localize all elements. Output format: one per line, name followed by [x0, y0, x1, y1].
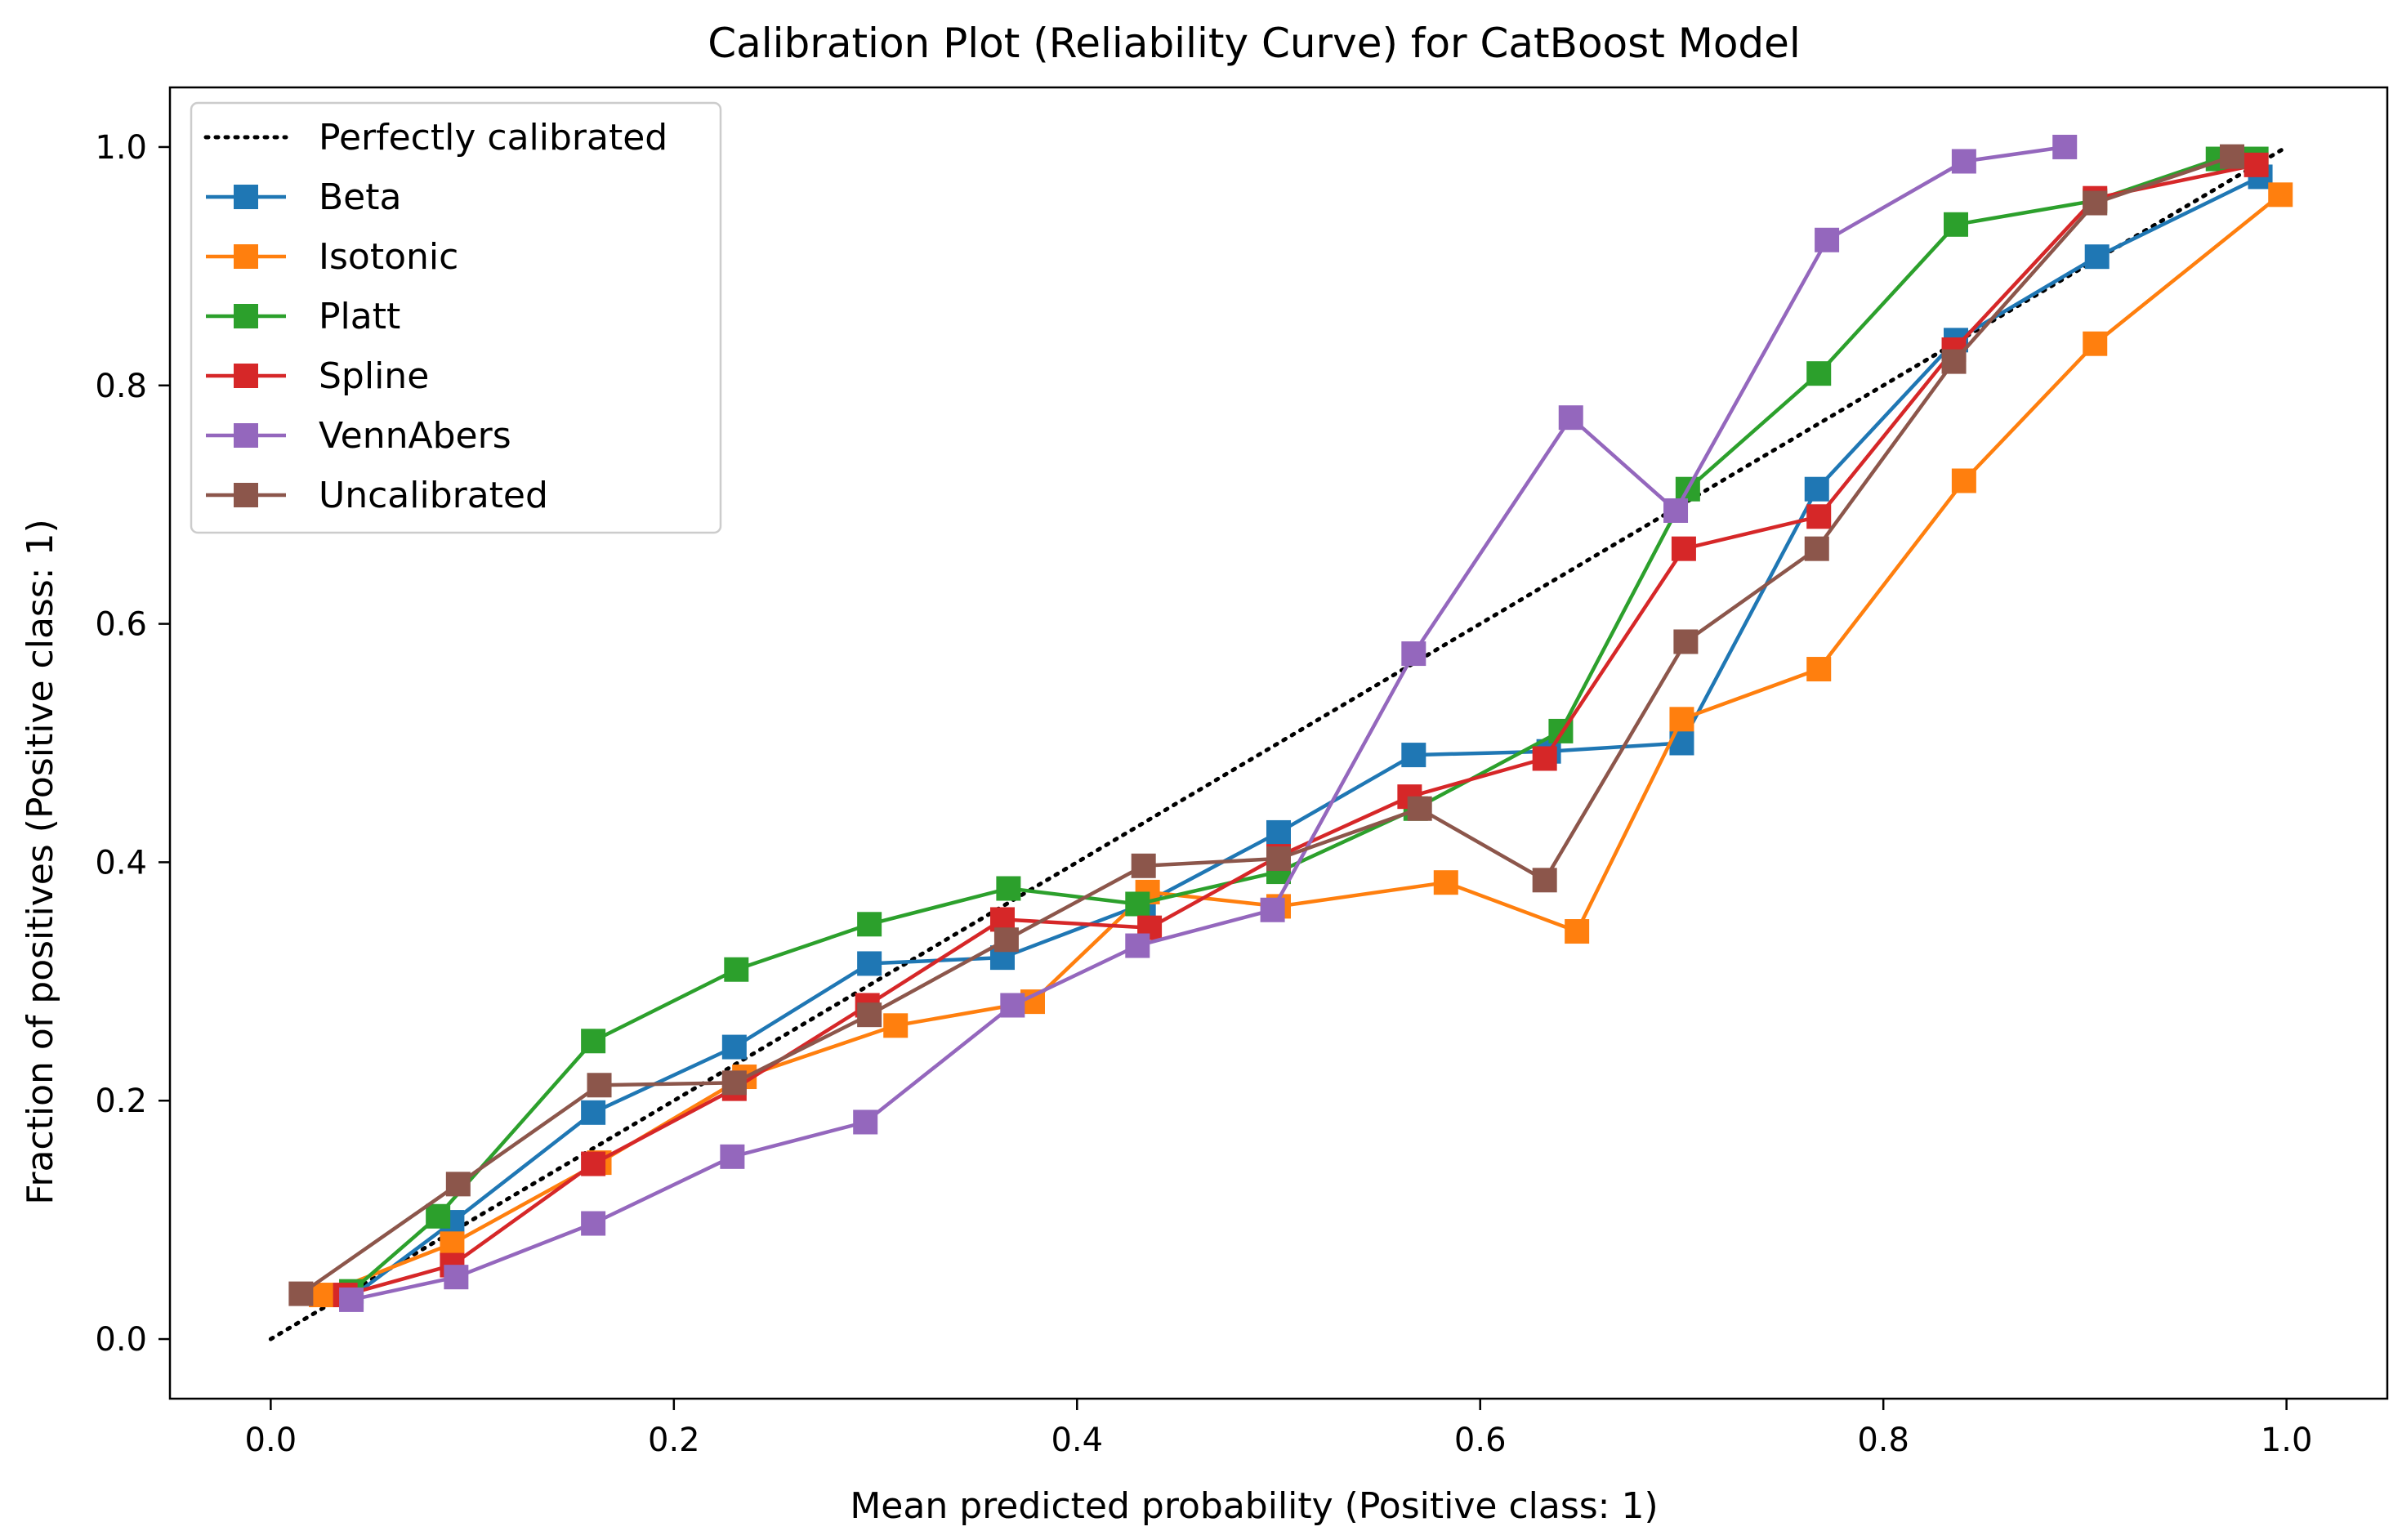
data-point-vennabers: [1663, 498, 1689, 523]
data-point-spline: [1532, 746, 1557, 771]
data-point-isotonic: [2083, 331, 2108, 356]
data-point-isotonic: [1433, 870, 1458, 895]
data-point-uncalibrated: [288, 1281, 314, 1306]
y-tick-label: 0.4: [95, 844, 147, 882]
data-point-uncalibrated: [1532, 868, 1557, 893]
data-point-beta: [857, 951, 882, 976]
data-point-platt: [581, 1029, 606, 1054]
data-point-vennabers: [853, 1109, 878, 1135]
chart-title: Calibration Plot (Reliability Curve) for…: [708, 20, 1801, 67]
data-point-isotonic: [2268, 182, 2293, 208]
data-point-beta: [1401, 743, 1426, 768]
data-point-uncalibrated: [587, 1073, 612, 1098]
data-point-vennabers: [2052, 134, 2078, 159]
series-line-platt: [350, 157, 2257, 1293]
data-point-uncalibrated: [1804, 536, 1829, 561]
data-point-uncalibrated: [1941, 349, 1967, 374]
data-point-platt: [426, 1203, 451, 1229]
data-point-vennabers: [444, 1265, 469, 1290]
data-point-uncalibrated: [721, 1070, 747, 1096]
data-point-uncalibrated: [1266, 846, 1291, 872]
legend-label-perfectly-calibrated: Perfectly calibrated: [319, 117, 667, 158]
x-tick-label: 0.2: [648, 1422, 700, 1459]
x-tick-label: 1.0: [2261, 1422, 2313, 1459]
data-point-platt: [724, 957, 749, 982]
data-point-vennabers: [339, 1287, 364, 1312]
data-point-platt: [857, 912, 882, 937]
data-point-uncalibrated: [857, 1002, 882, 1028]
data-point-vennabers: [1000, 993, 1025, 1018]
y-tick-label: 0.6: [95, 606, 147, 644]
legend-swatch-marker-isotonic: [234, 244, 258, 269]
data-point-uncalibrated: [445, 1172, 471, 1197]
y-tick-label: 1.0: [95, 129, 147, 167]
data-point-uncalibrated: [1673, 629, 1699, 654]
data-point-isotonic: [1951, 468, 1976, 493]
series-line-vennabers: [350, 145, 2065, 1302]
y-tick-label: 0.0: [95, 1321, 147, 1359]
data-point-vennabers: [1951, 149, 1976, 174]
legend-label-vennabers: VennAbers: [319, 415, 511, 457]
data-point-spline: [581, 1151, 606, 1176]
legend-label-platt: Platt: [319, 296, 400, 337]
data-point-uncalibrated: [993, 927, 1019, 953]
data-point-isotonic: [440, 1231, 465, 1257]
plot-area: 0.0 0.2 0.4 0.6 0.8 1.0 0.0 0.2 0.4 0.6 0.8 1.0: [95, 86, 2389, 1459]
y-axis-label: Fraction of positives (Positive class: 1…: [20, 519, 61, 1204]
data-point-spline: [1806, 504, 1832, 529]
legend: Perfectly calibrated Beta Isotonic Platt Spl…: [190, 101, 722, 534]
legend-label-spline: Spline: [319, 355, 429, 397]
legend-label-isotonic: Isotonic: [319, 236, 458, 278]
x-tick-label: 0.6: [1454, 1422, 1507, 1459]
data-point-isotonic: [1565, 919, 1590, 944]
data-point-isotonic: [1806, 657, 1832, 682]
data-point-uncalibrated: [1131, 853, 1156, 878]
data-point-platt: [1125, 891, 1150, 917]
data-point-platt: [996, 876, 1021, 901]
data-point-isotonic: [1669, 707, 1694, 732]
data-point-vennabers: [1815, 227, 1840, 252]
data-point-vennabers: [1558, 405, 1583, 431]
data-point-beta: [721, 1034, 747, 1060]
data-point-uncalibrated: [1407, 796, 1432, 821]
y-tick-label: 0.8: [95, 368, 147, 405]
data-point-vennabers: [720, 1144, 745, 1169]
data-point-vennabers: [581, 1211, 606, 1236]
plot-frame: [168, 86, 2389, 1400]
x-tick-label: 0.8: [1857, 1422, 1909, 1459]
data-point-beta: [581, 1100, 606, 1125]
data-point-platt: [1944, 212, 1969, 237]
data-point-beta: [1266, 819, 1291, 845]
data-point-isotonic: [883, 1013, 909, 1038]
series-uncalibrated: [288, 144, 2245, 1306]
data-point-spline: [1671, 536, 1696, 561]
legend-label-beta: Beta: [319, 176, 401, 218]
legend-label-uncalibrated: Uncalibrated: [319, 475, 548, 516]
data-point-vennabers: [1260, 897, 1285, 922]
x-tick-label: 0.0: [245, 1422, 297, 1459]
legend-swatch-marker-spline: [234, 364, 258, 388]
data-point-platt: [1806, 361, 1832, 386]
legend-swatch-marker-uncalibrated: [234, 483, 258, 507]
x-tick-label: 0.4: [1051, 1422, 1103, 1459]
data-point-uncalibrated: [2220, 144, 2245, 169]
legend-frame: [190, 101, 722, 534]
data-point-vennabers: [1401, 641, 1426, 667]
legend-swatch-marker-beta: [234, 185, 258, 209]
data-point-spline: [2244, 152, 2269, 177]
x-axis-label: Mean predicted probability (Positive cla…: [850, 1485, 1658, 1527]
y-tick-label: 0.2: [95, 1082, 147, 1120]
series-vennabers: [339, 134, 2078, 1312]
legend-swatch-marker-vennabers: [234, 423, 258, 448]
legend-swatch-marker-platt: [234, 304, 258, 328]
data-point-beta: [1804, 476, 1829, 502]
data-point-beta: [2084, 244, 2110, 270]
data-point-vennabers: [1125, 933, 1150, 958]
data-point-uncalibrated: [2083, 190, 2108, 216]
